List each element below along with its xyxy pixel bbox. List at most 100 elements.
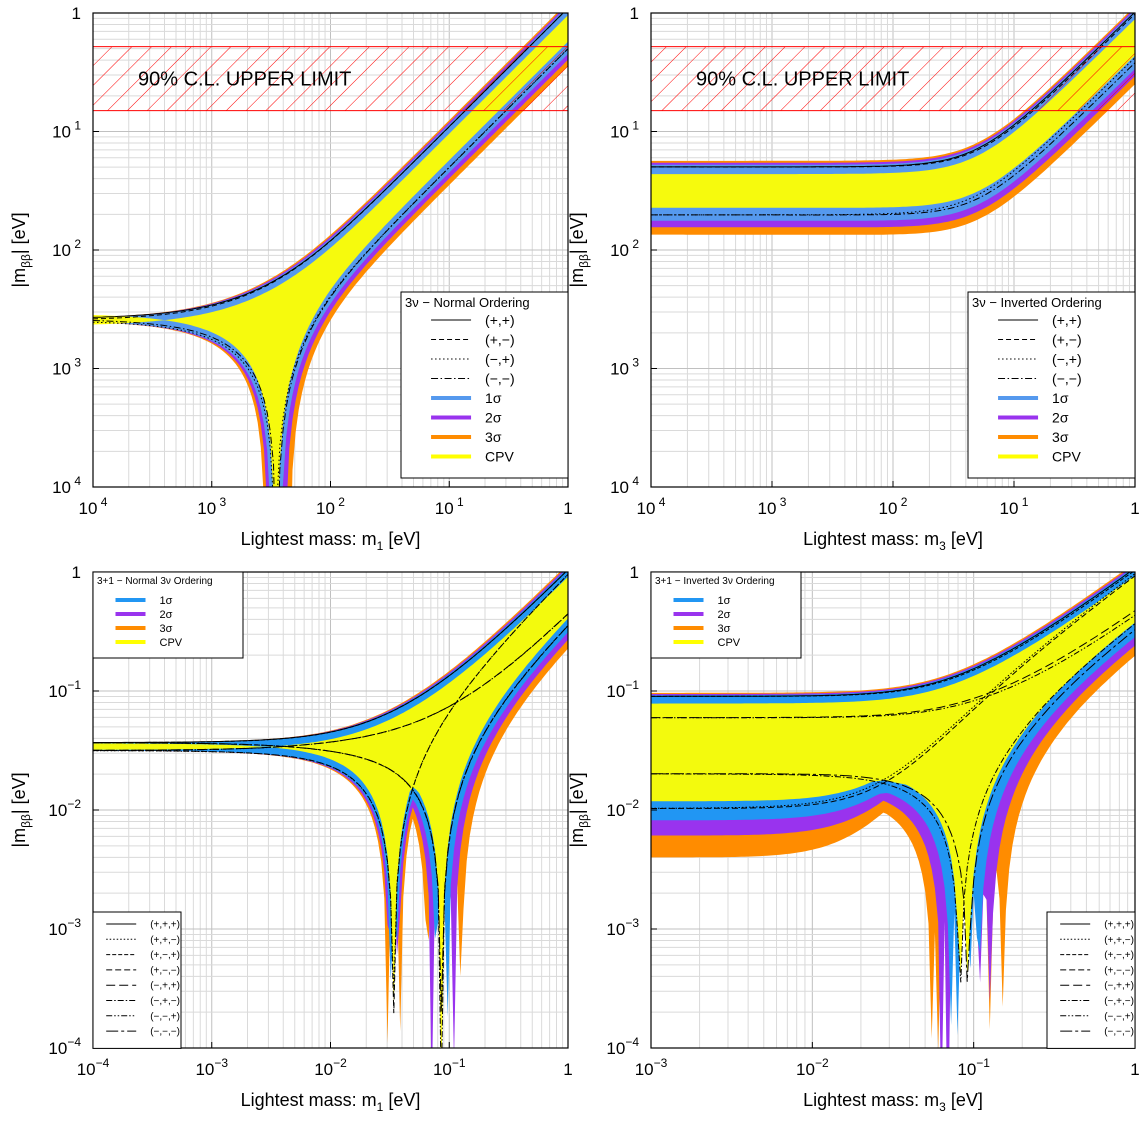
x-tick-label: 10 3 bbox=[758, 495, 787, 518]
y-tick-label: 1 bbox=[630, 4, 639, 23]
cpv-band bbox=[651, 19, 1135, 208]
legend-band-label: 2σ bbox=[485, 409, 502, 425]
cp-curve-2 bbox=[651, 573, 1135, 809]
cp-curves bbox=[651, 572, 1135, 983]
legend-line-label: (−,−) bbox=[485, 370, 515, 386]
cp-curve-3 bbox=[651, 572, 1134, 697]
legend-line-label: (+,−,−) bbox=[1104, 965, 1134, 976]
legend-title: 3+1 − Inverted 3ν Ordering bbox=[655, 576, 775, 587]
legend-band-label: CPV bbox=[1052, 448, 1081, 464]
legend-line-label: (+,+,−) bbox=[150, 935, 180, 946]
upper-limit-label: 90% C.L. UPPER LIMIT bbox=[138, 69, 351, 91]
legend-line-label: (−,−) bbox=[1052, 370, 1082, 386]
legend-box bbox=[400, 291, 569, 479]
y-tick-label: 10−1 bbox=[48, 678, 81, 701]
legend-band-label: 3σ bbox=[485, 429, 502, 445]
x-tick-label: 1 bbox=[1130, 499, 1139, 518]
bands bbox=[93, 13, 568, 487]
legend-line-label: (+,+,+) bbox=[150, 920, 180, 931]
cp-curve-7 bbox=[651, 614, 1135, 719]
y-tick-label: 10−4 bbox=[606, 1035, 639, 1058]
y-tick-label: 10 1 bbox=[52, 119, 81, 142]
x-tick-label: 10 1 bbox=[1000, 495, 1029, 518]
x-tick-label: 1 bbox=[1130, 1060, 1139, 1079]
legend: (+,+,+) (+,+,−) (+,−,+) (+,−,−) (−,+,+) (−,+,… bbox=[1046, 911, 1136, 1049]
legend: (+,+,+) (+,+,−) (+,−,+) (+,−,−) (−,+,+) (−,+,… bbox=[92, 911, 182, 1049]
legend-line-label: (+,+) bbox=[1052, 312, 1082, 328]
y-tick-label: 1 bbox=[72, 4, 81, 23]
legend-line-label: (−,+) bbox=[1052, 351, 1082, 367]
y-tick-label: 10 1 bbox=[610, 119, 639, 142]
x-tick-label: 10 3 bbox=[197, 495, 226, 518]
legend-band-label: 1σ bbox=[1052, 390, 1069, 406]
x-tick-label: 1 bbox=[563, 499, 572, 518]
legend-box bbox=[92, 911, 182, 1049]
legend-box bbox=[967, 291, 1136, 479]
legend: 3ν − Inverted Ordering (+,+) (+,−) (−,+) (−,… bbox=[967, 291, 1136, 479]
x-tick-label: 10−2 bbox=[796, 1056, 829, 1079]
legend-line-label: (−,−,−) bbox=[1104, 1027, 1134, 1038]
legend-title: 3+1 − Normal 3ν Ordering bbox=[97, 576, 213, 587]
legend-band-label: 2σ bbox=[1052, 409, 1069, 425]
y-tick-label: 10 2 bbox=[52, 237, 81, 260]
y-tick-label: 10 3 bbox=[610, 356, 639, 379]
legend: 3ν − Normal Ordering (+,+) (+,−) (−,+) (−,−)… bbox=[400, 291, 569, 479]
cpv-band bbox=[651, 575, 1135, 976]
cp-curves bbox=[93, 572, 568, 1048]
x-tick-label: 10 2 bbox=[316, 495, 345, 518]
bands bbox=[651, 572, 1135, 1048]
upper-limit-band bbox=[650, 46, 1136, 112]
cpv-band bbox=[93, 15, 568, 487]
legend-line-label: (+,−) bbox=[1052, 331, 1082, 347]
legend-band-label: 1σ bbox=[485, 390, 502, 406]
cp-curve-4 bbox=[93, 48, 568, 487]
legend-line-label: (−,+,+) bbox=[150, 981, 180, 992]
legend-line-label: (−,+) bbox=[485, 351, 515, 367]
chart-panel-p3: 10−4 10−3 10−2 10−1 1 10−4 10−3 10−2 10−1 1 Lighte… bbox=[9, 563, 573, 1114]
legend-band-label: CPV bbox=[718, 637, 741, 649]
y-axis-label: |mββ| [eV] bbox=[9, 212, 33, 287]
legend-line-label: (+,+,−) bbox=[1104, 935, 1134, 946]
legend-title: 3ν − Inverted Ordering bbox=[972, 295, 1102, 310]
x-tick-label: 10 1 bbox=[435, 495, 464, 518]
bands bbox=[93, 572, 568, 1048]
chart-panel-p2: 90% C.L. UPPER LIMIT 10 4 10 3 10 2 10 1 1 10 … bbox=[567, 4, 1140, 553]
chart-panel-p1: 90% C.L. UPPER LIMIT 10 4 10 3 10 2 10 1 1 10 … bbox=[9, 4, 573, 553]
cp-curve-4 bbox=[651, 62, 1135, 216]
cp-curve-8 bbox=[93, 625, 568, 1012]
upper-limit-band bbox=[92, 46, 569, 112]
1sigma-band bbox=[651, 13, 1135, 221]
legend-band-label: 1σ bbox=[160, 595, 173, 607]
legend-band-label: CPV bbox=[160, 637, 183, 649]
y-axis-label: |mββ| [eV] bbox=[567, 212, 591, 287]
y-axis-label: |mββ| [eV] bbox=[567, 772, 591, 847]
legend-band-label: 3σ bbox=[718, 623, 731, 635]
y-tick-label: 10 4 bbox=[610, 474, 639, 497]
x-axis-label: Lightest mass: m3 [eV] bbox=[803, 529, 983, 553]
legend-line-label: (−,−,+) bbox=[150, 1011, 180, 1022]
x-tick-label: 10 4 bbox=[79, 495, 108, 518]
legend-line-label: (+,−,−) bbox=[150, 965, 180, 976]
legend-line-label: (−,−,−) bbox=[150, 1027, 180, 1038]
cp-curve-3 bbox=[93, 572, 567, 744]
legend-line-label: (+,+) bbox=[485, 312, 515, 328]
upper-limit-label: 90% C.L. UPPER LIMIT bbox=[696, 69, 909, 91]
y-tick-label: 10−1 bbox=[606, 678, 639, 701]
legend-line-label: (+,−,+) bbox=[1104, 950, 1134, 961]
y-tick-label: 10−2 bbox=[606, 797, 639, 820]
legend: 3+1 − Inverted 3ν Ordering 1σ 2σ 3σ CPV bbox=[650, 571, 802, 659]
cp-curve-4 bbox=[651, 575, 1135, 809]
x-axis-label: Lightest mass: m1 [eV] bbox=[241, 1090, 421, 1114]
x-tick-label: 10−3 bbox=[195, 1056, 228, 1079]
y-tick-label: 1 bbox=[630, 563, 639, 582]
legend-band-label: 2σ bbox=[718, 609, 731, 621]
legend: 3+1 − Normal 3ν Ordering 1σ 2σ 3σ CPV bbox=[92, 571, 244, 659]
x-tick-label: 10−2 bbox=[314, 1056, 347, 1079]
y-tick-label: 1 bbox=[72, 563, 81, 582]
x-tick-label: 10−4 bbox=[77, 1056, 110, 1079]
cp-curve-8 bbox=[651, 629, 1135, 982]
legend-band-label: 1σ bbox=[718, 595, 731, 607]
y-tick-label: 10−2 bbox=[48, 797, 81, 820]
cpv-band bbox=[93, 576, 568, 1048]
